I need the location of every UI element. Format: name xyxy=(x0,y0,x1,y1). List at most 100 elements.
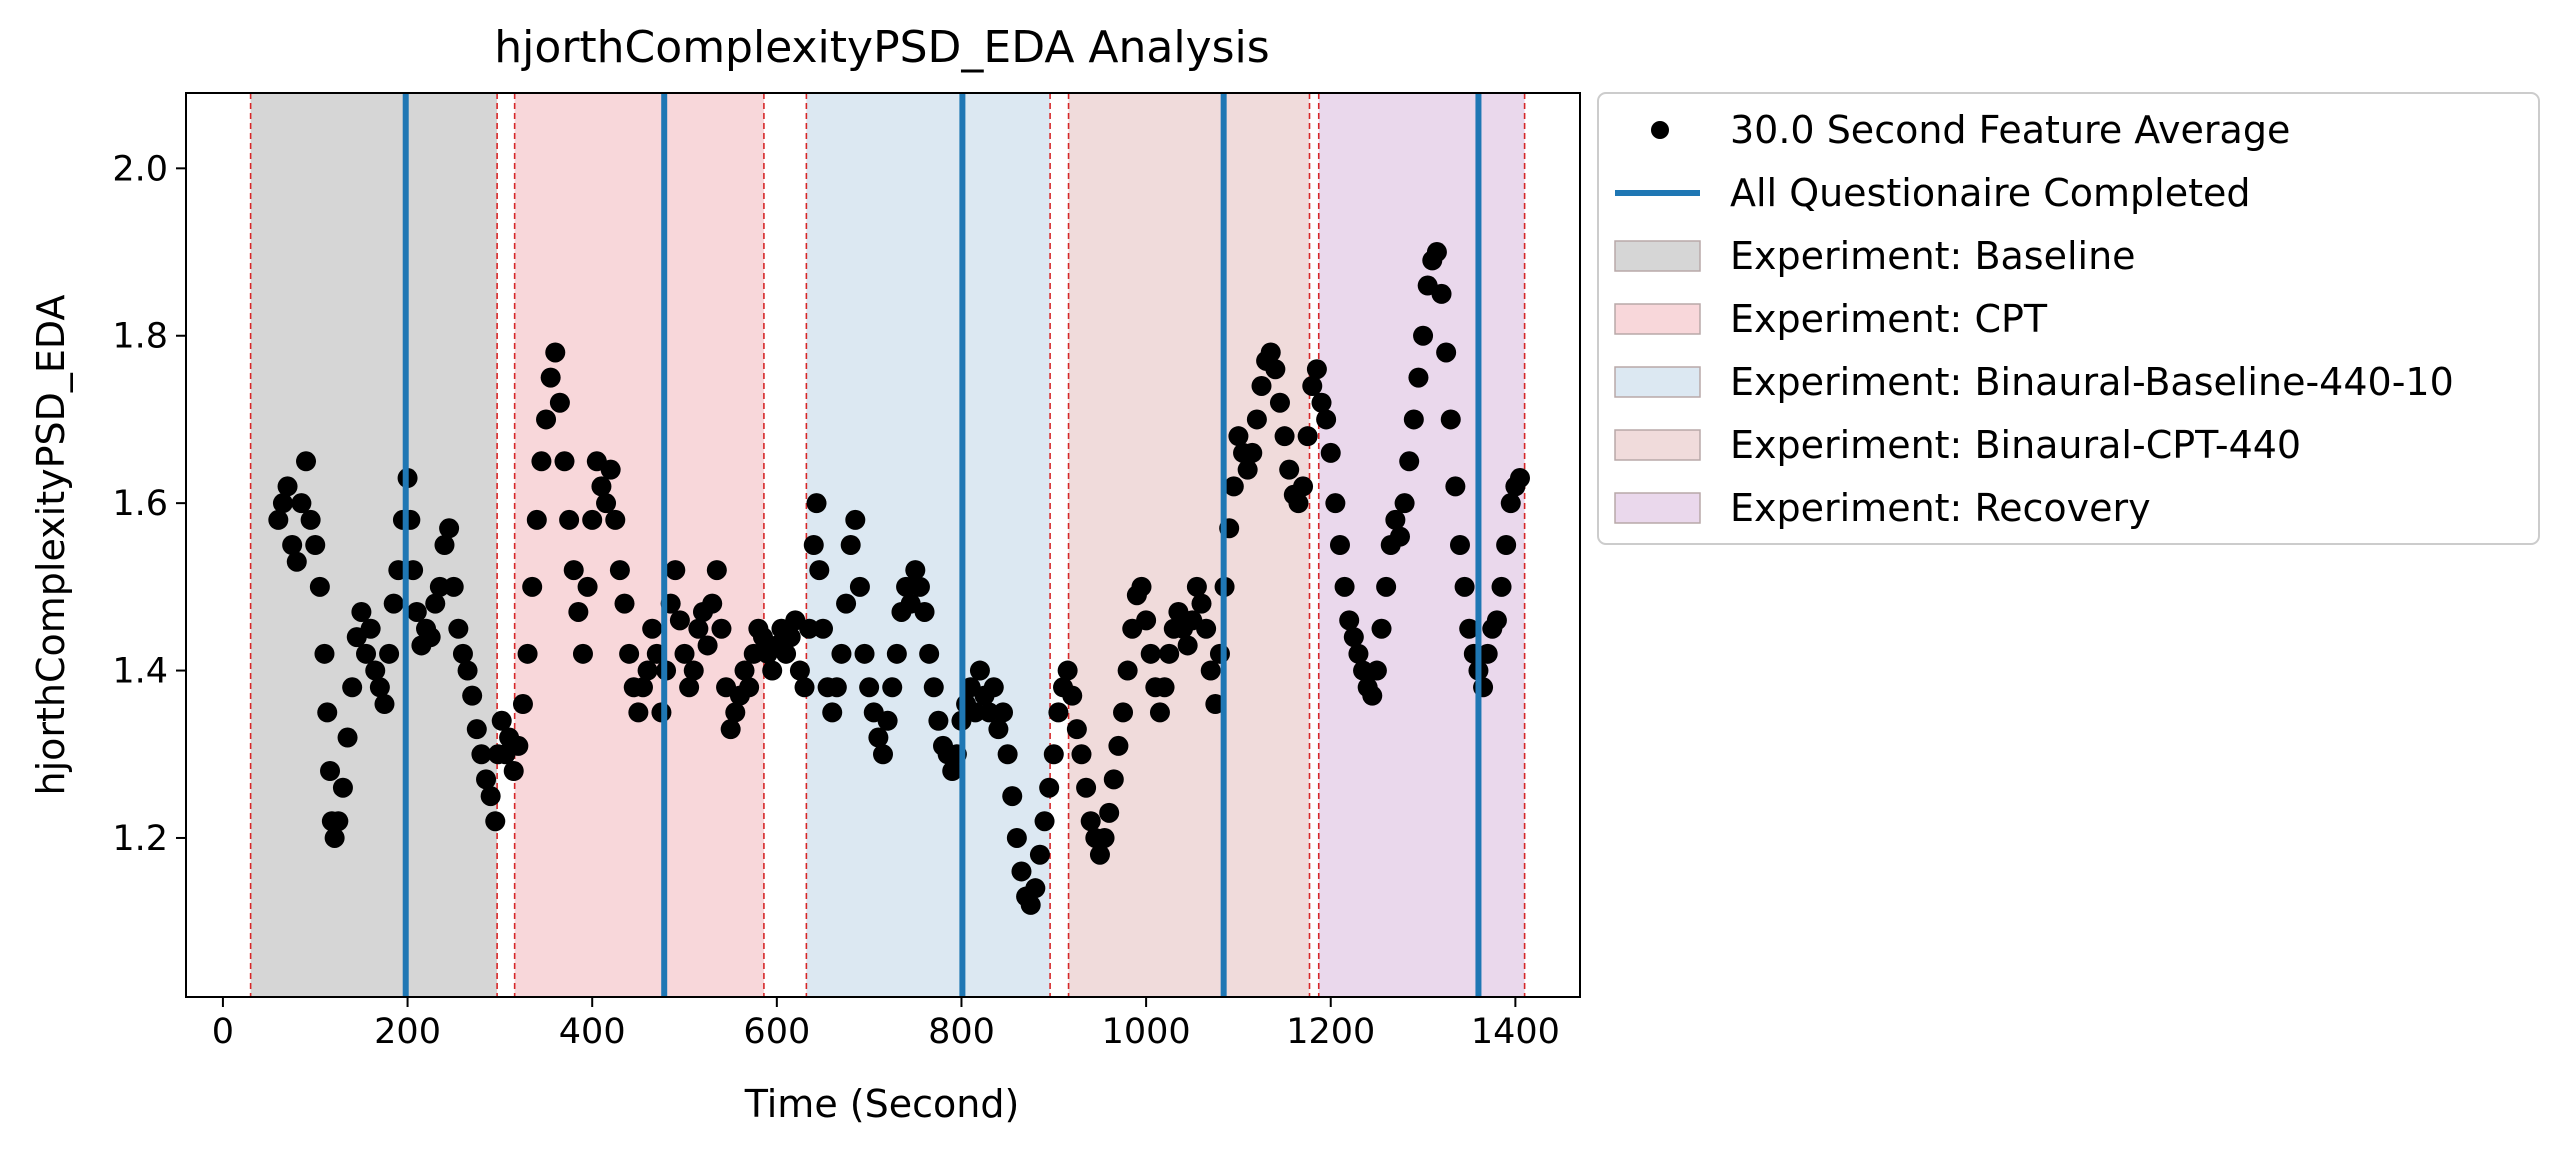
data-point xyxy=(859,677,880,698)
data-point xyxy=(806,493,827,514)
legend-item: Experiment: CPT xyxy=(1614,297,2048,341)
data-point xyxy=(1496,535,1517,555)
data-point xyxy=(1205,694,1226,715)
legend-swatch-icon xyxy=(1614,303,1701,335)
data-point xyxy=(1076,777,1097,798)
legend-swatch-icon xyxy=(1614,429,1701,461)
legend-label: Experiment: Binaural-Baseline-440-10 xyxy=(1730,360,2454,404)
data-point xyxy=(1237,459,1258,480)
data-point xyxy=(508,735,529,756)
data-point xyxy=(1385,509,1406,530)
data-point xyxy=(309,576,330,597)
data-point xyxy=(1366,660,1387,681)
data-point xyxy=(1246,409,1267,430)
data-point xyxy=(1343,627,1364,648)
data-point xyxy=(637,660,658,681)
data-point xyxy=(1108,735,1129,756)
data-point xyxy=(743,643,764,664)
data-point xyxy=(1426,242,1447,263)
data-point xyxy=(545,342,566,363)
data-point xyxy=(471,744,492,765)
data-point xyxy=(457,660,478,681)
data-point xyxy=(1191,593,1212,614)
legend-item: All Questionaire Completed xyxy=(1615,171,2251,215)
data-point xyxy=(1029,844,1050,865)
data-point xyxy=(1025,878,1046,899)
x-tick-label: 800 xyxy=(928,1012,995,1052)
data-point xyxy=(369,677,390,698)
legend-marker-icon xyxy=(1651,121,1669,139)
data-point xyxy=(854,643,875,664)
data-point xyxy=(734,660,755,681)
data-point xyxy=(1136,610,1157,631)
data-point xyxy=(1459,618,1480,639)
data-point xyxy=(522,576,543,597)
y-axis-title: hjorthComplexityPSD_EDA xyxy=(29,294,73,795)
data-point xyxy=(296,451,317,472)
data-point xyxy=(605,509,626,530)
data-point xyxy=(1039,777,1060,798)
data-point xyxy=(1293,476,1314,497)
data-point xyxy=(697,635,718,656)
data-point xyxy=(969,660,990,681)
legend-item: 30.0 Second Feature Average xyxy=(1651,108,2290,152)
data-point xyxy=(983,677,1004,698)
data-point xyxy=(549,392,570,413)
legend-item: Experiment: Recovery xyxy=(1614,486,2151,530)
legend-swatch-icon xyxy=(1614,366,1701,398)
data-point xyxy=(300,509,321,530)
x-tick-label: 1200 xyxy=(1286,1012,1375,1052)
data-point xyxy=(1242,442,1263,463)
data-point xyxy=(1043,744,1064,765)
data-point xyxy=(443,576,464,597)
data-point xyxy=(1006,827,1027,848)
data-point xyxy=(429,576,450,597)
data-point xyxy=(324,827,345,848)
data-point xyxy=(711,618,732,639)
data-point xyxy=(1131,576,1152,597)
data-point xyxy=(365,660,386,681)
legend-label: All Questionaire Completed xyxy=(1730,171,2251,215)
data-point xyxy=(614,593,635,614)
data-point xyxy=(1389,526,1410,547)
data-point xyxy=(1177,635,1198,656)
data-point xyxy=(1274,426,1295,447)
x-tick-label: 1000 xyxy=(1102,1012,1191,1052)
data-point xyxy=(374,694,395,715)
data-point xyxy=(1159,643,1180,664)
data-point xyxy=(812,618,833,639)
data-point xyxy=(993,702,1014,723)
data-point xyxy=(1329,535,1350,555)
data-point xyxy=(1020,894,1041,915)
chart-title: hjorthComplexityPSD_EDA Analysis xyxy=(494,22,1269,73)
x-axis-title: Time (Second) xyxy=(744,1082,1020,1126)
data-point xyxy=(582,509,603,530)
y-tick-label: 2.0 xyxy=(112,149,168,189)
data-point xyxy=(360,618,381,639)
data-point xyxy=(919,643,940,664)
plot-area xyxy=(249,93,1530,997)
data-point xyxy=(536,409,557,430)
data-point xyxy=(282,535,303,555)
data-point xyxy=(425,593,446,614)
data-point xyxy=(337,727,358,748)
data-point xyxy=(1376,576,1397,597)
data-point xyxy=(1011,861,1032,882)
data-point xyxy=(914,601,935,622)
data-point xyxy=(1500,493,1521,514)
data-point xyxy=(526,509,547,530)
data-point xyxy=(794,677,815,698)
data-point xyxy=(840,535,861,555)
data-point xyxy=(1403,409,1424,430)
data-point xyxy=(1408,367,1429,388)
data-point xyxy=(452,643,473,664)
data-point xyxy=(572,643,593,664)
legend-swatch-icon xyxy=(1614,240,1701,272)
data-point xyxy=(1353,660,1374,681)
plot-frame xyxy=(185,92,1581,998)
data-point xyxy=(1413,325,1434,346)
data-point xyxy=(434,535,455,555)
data-point xyxy=(826,677,847,698)
data-point xyxy=(706,560,727,581)
